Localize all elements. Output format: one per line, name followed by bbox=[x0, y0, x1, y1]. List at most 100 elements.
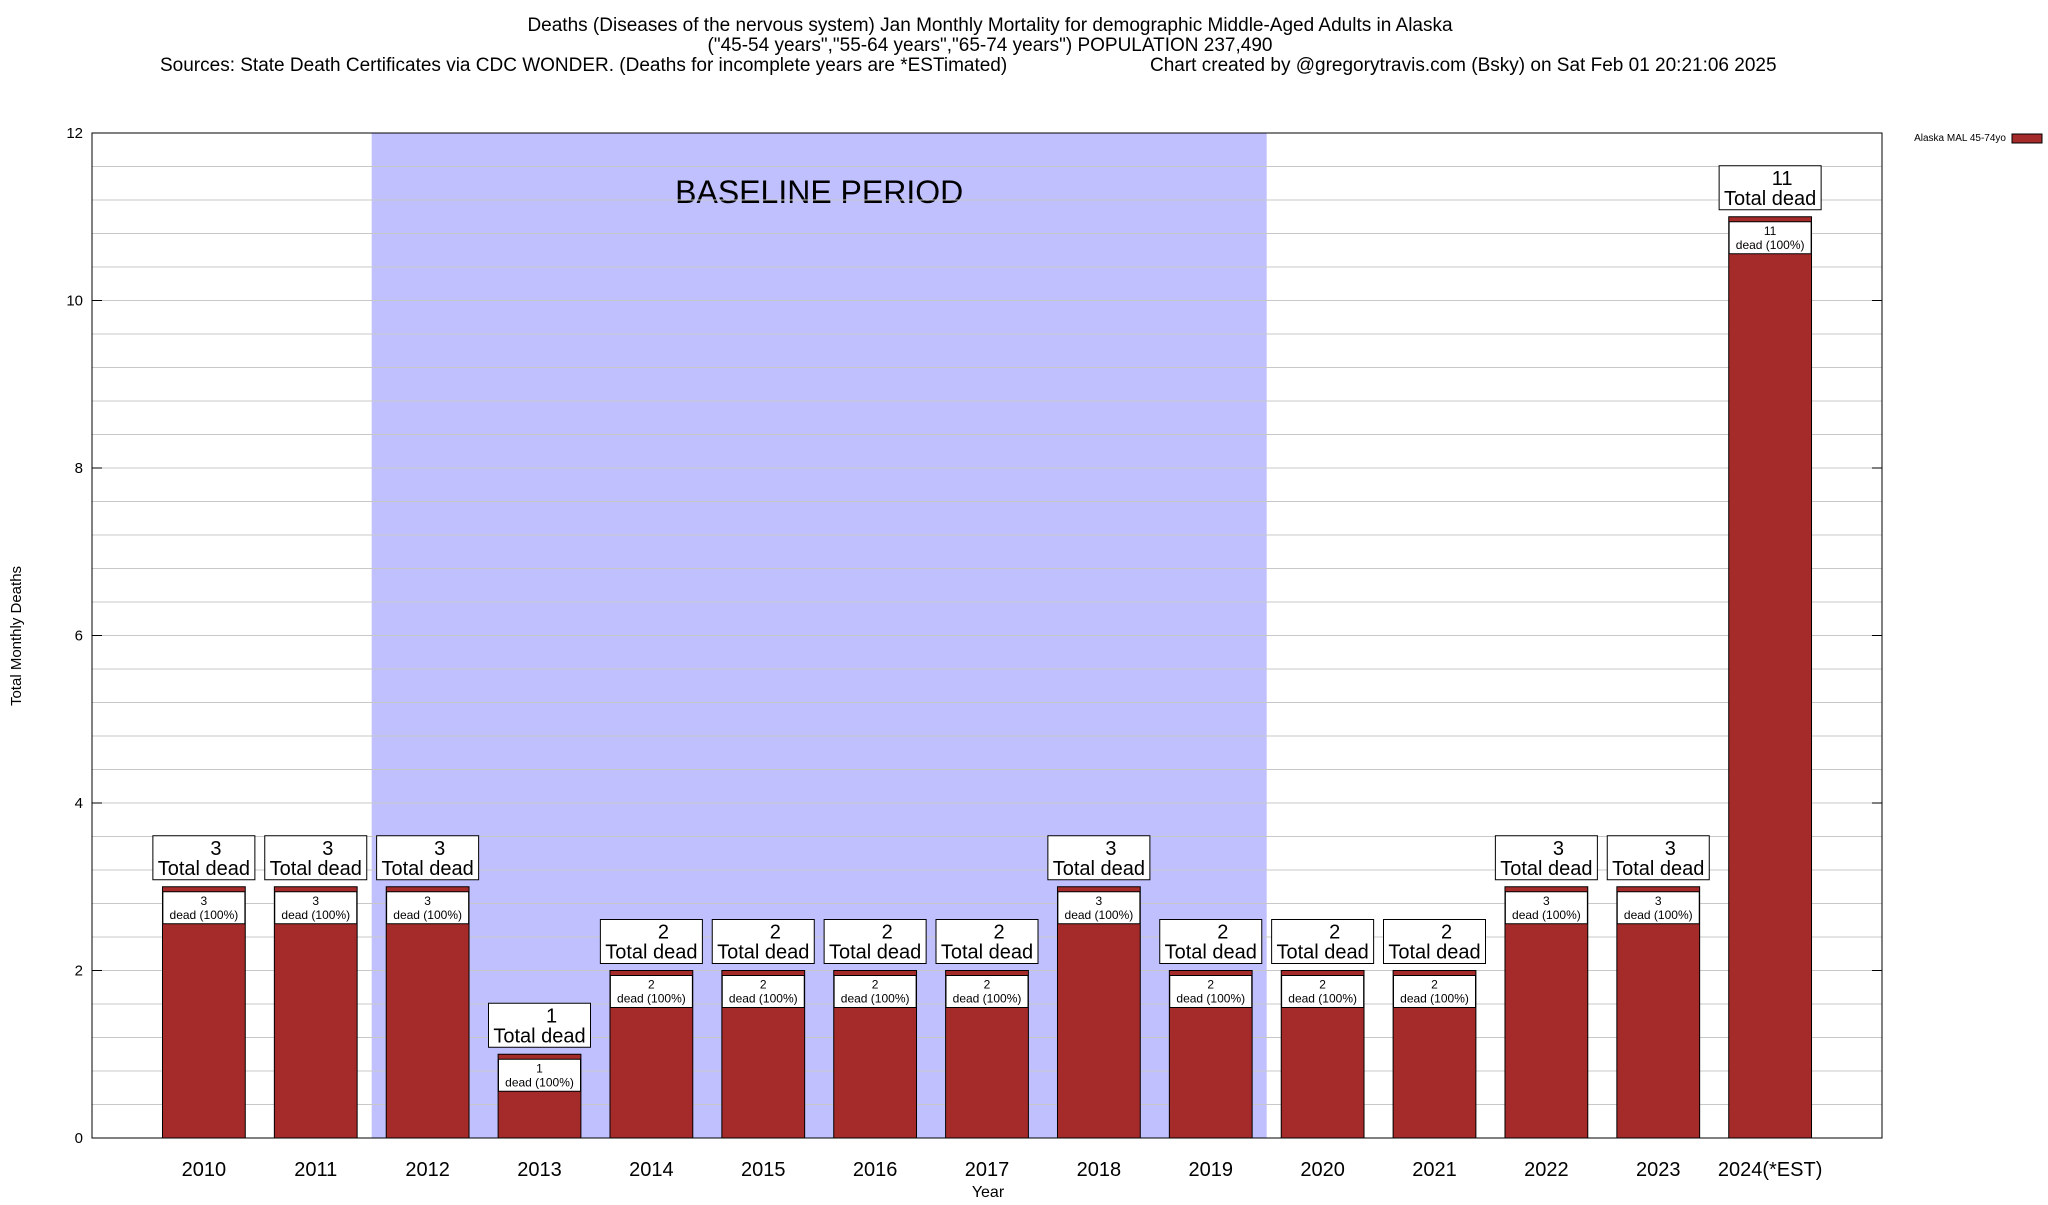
x-tick-label: 2019 bbox=[1189, 1159, 1234, 1181]
total-label-box bbox=[1718, 165, 1822, 211]
y-axis-label: Total Monthly Deaths bbox=[8, 566, 25, 706]
sources-text: Sources: State Death Certificates via CD… bbox=[160, 55, 1007, 76]
total-label-value: 11 bbox=[1772, 168, 1793, 190]
total-label-text: Total dead bbox=[941, 942, 1033, 964]
inner-label-text: dead (100%) bbox=[170, 908, 239, 922]
bars bbox=[161, 216, 1813, 1139]
inner-label-text: dead (100%) bbox=[729, 992, 798, 1006]
inner-label-box bbox=[498, 1058, 581, 1092]
total-label-text: Total dead bbox=[605, 942, 697, 964]
inner-label-text: dead (100%) bbox=[281, 908, 350, 922]
x-tick-label: 2014 bbox=[629, 1159, 674, 1181]
x-tick-label: 2023 bbox=[1636, 1159, 1681, 1181]
bar bbox=[1504, 886, 1589, 1139]
total-label-value: 3 bbox=[210, 838, 221, 860]
total-label-box bbox=[1383, 919, 1486, 964]
x-tick-label: 2012 bbox=[405, 1159, 450, 1181]
inner-label-box bbox=[386, 891, 470, 925]
inner-label-box bbox=[1616, 891, 1700, 925]
inner-label-value: 2 bbox=[1431, 978, 1438, 992]
total-label-text: Total dead bbox=[717, 942, 809, 964]
x-tick-label: 2024(*EST) bbox=[1718, 1159, 1823, 1181]
total-label-box bbox=[488, 1002, 591, 1048]
inner-label-value: 2 bbox=[984, 978, 991, 992]
x-tick-label: 2011 bbox=[294, 1159, 337, 1181]
inner-label-value: 3 bbox=[1543, 894, 1550, 908]
inner-label-value: 11 bbox=[1764, 224, 1777, 238]
x-tick-label: 2010 bbox=[182, 1159, 227, 1181]
total-label-box bbox=[711, 919, 815, 964]
x-tick-label: 2022 bbox=[1524, 1159, 1569, 1181]
total-label-box bbox=[1159, 919, 1263, 964]
inner-label-value: 3 bbox=[1096, 894, 1103, 908]
inner-label-value: 2 bbox=[648, 978, 655, 992]
inner-label-text: dead (100%) bbox=[1065, 908, 1134, 922]
legend-label: Alaska MAL 45-74yo bbox=[1914, 133, 2006, 144]
total-label-box bbox=[935, 919, 1039, 964]
inner-label-value: 3 bbox=[312, 894, 319, 908]
total-label-value: 2 bbox=[1217, 922, 1228, 944]
inner-label-value: 3 bbox=[424, 894, 431, 908]
inner-label-box bbox=[1393, 975, 1476, 1008]
total-label-value: 2 bbox=[882, 922, 893, 944]
y-tick-label: 8 bbox=[75, 460, 83, 477]
total-label-box bbox=[599, 919, 703, 964]
total-label-text: Total dead bbox=[270, 858, 362, 880]
chart-subtitle: ("45-54 years","55-64 years","65-74 year… bbox=[708, 35, 1273, 56]
credit-text: Chart created by @gregorytravis.com (Bsk… bbox=[1150, 55, 1777, 76]
y-tick-label: 10 bbox=[66, 293, 83, 310]
total-label-value: 3 bbox=[1665, 838, 1676, 860]
total-label-text: Total dead bbox=[493, 1025, 585, 1047]
bar bbox=[385, 886, 470, 1139]
inner-label-value: 2 bbox=[872, 978, 879, 992]
inner-label-value: 2 bbox=[760, 978, 767, 992]
total-label-box bbox=[152, 835, 256, 881]
inner-label-box bbox=[721, 975, 805, 1008]
total-label-value: 2 bbox=[770, 922, 781, 944]
inner-label-text: dead (100%) bbox=[1288, 992, 1357, 1006]
total-label-box bbox=[1494, 835, 1598, 881]
total-label-value: 3 bbox=[322, 838, 333, 860]
total-label-box bbox=[376, 835, 480, 881]
bar bbox=[161, 886, 246, 1139]
x-tick-label: 2015 bbox=[741, 1159, 786, 1181]
inner-label-text: dead (100%) bbox=[1512, 908, 1581, 922]
total-label-text: Total dead bbox=[1500, 858, 1592, 880]
inner-label-value: 2 bbox=[1319, 978, 1326, 992]
inner-label-box bbox=[1504, 891, 1588, 925]
x-tick-label: 2020 bbox=[1300, 1159, 1345, 1181]
legend: Alaska MAL 45-74yo bbox=[1914, 133, 2043, 144]
total-label-value: 2 bbox=[1441, 922, 1452, 944]
total-label-value: 2 bbox=[658, 922, 669, 944]
baseline-period-label: BASELINE PERIOD bbox=[675, 174, 963, 210]
total-label-text: Total dead bbox=[1724, 188, 1816, 210]
total-label-box bbox=[823, 919, 927, 964]
total-label-text: Total dead bbox=[1165, 942, 1257, 964]
inner-label-value: 2 bbox=[1207, 978, 1214, 992]
y-tick-label: 4 bbox=[75, 795, 83, 812]
inner-label-value: 1 bbox=[536, 1061, 543, 1075]
total-label-text: Total dead bbox=[1053, 858, 1145, 880]
inner-label-box bbox=[945, 975, 1029, 1008]
y-tick-label: 6 bbox=[75, 628, 83, 645]
total-label-box bbox=[264, 835, 368, 881]
total-label-text: Total dead bbox=[829, 942, 921, 964]
total-label-value: 3 bbox=[1553, 838, 1564, 860]
inner-label-box bbox=[833, 975, 917, 1008]
inner-label-text: dead (100%) bbox=[505, 1075, 574, 1089]
inner-label-text: dead (100%) bbox=[1400, 992, 1469, 1006]
inner-label-box bbox=[1728, 221, 1812, 255]
inner-label-value: 3 bbox=[1655, 894, 1662, 908]
inner-label-box bbox=[609, 975, 693, 1008]
x-tick-label: 2016 bbox=[853, 1159, 898, 1181]
total-label-value: 3 bbox=[1105, 838, 1116, 860]
bar bbox=[273, 886, 358, 1139]
total-label-box bbox=[1271, 919, 1375, 964]
total-label-text: Total dead bbox=[1276, 942, 1368, 964]
inner-label-text: dead (100%) bbox=[393, 908, 462, 922]
y-tick-label: 0 bbox=[75, 1130, 83, 1147]
chart-header: Deaths (Diseases of the nervous system) … bbox=[160, 15, 1777, 76]
